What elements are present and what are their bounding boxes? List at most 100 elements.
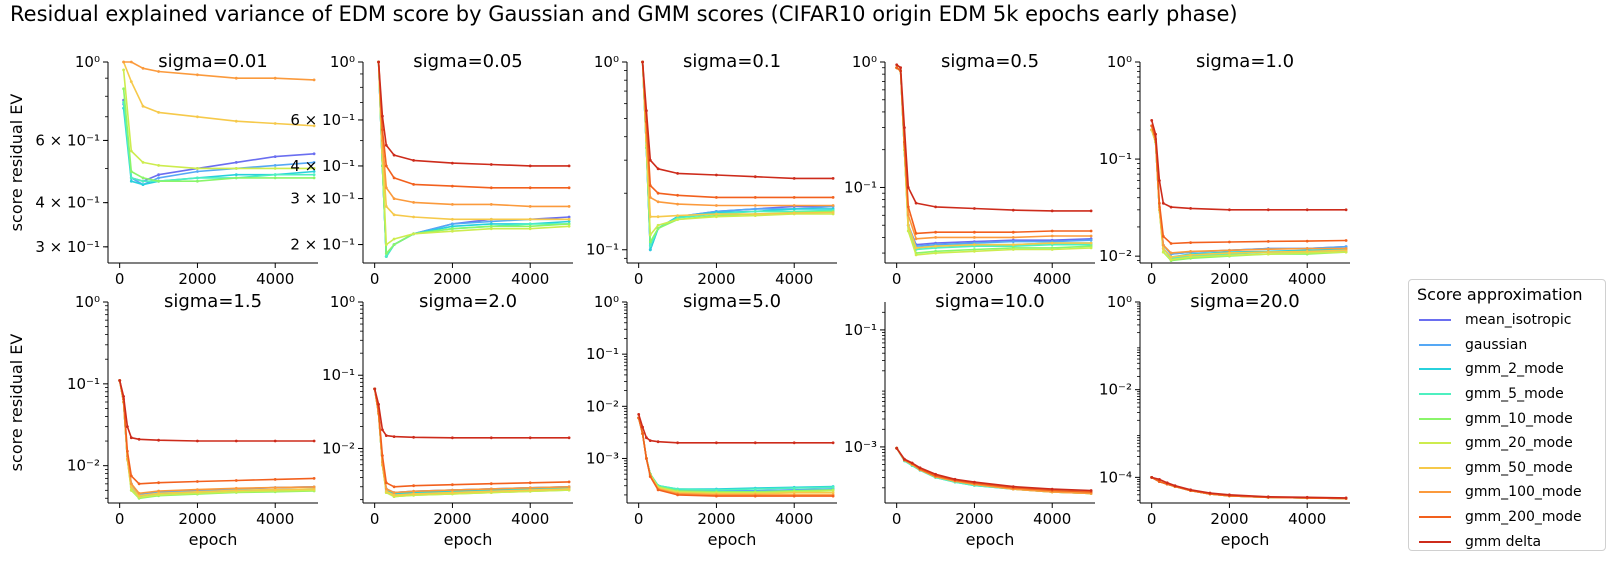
data-point [122, 395, 125, 398]
data-point [831, 491, 835, 495]
data-point [637, 413, 641, 416]
data-point [451, 436, 454, 440]
legend-item: mean_isotropic [1409, 308, 1605, 333]
legend-swatch [1419, 417, 1451, 420]
series-line [373, 388, 570, 488]
series-line [637, 417, 834, 492]
series-line [896, 67, 1092, 251]
series-line [637, 417, 834, 494]
data-point [831, 177, 835, 180]
data-point [1208, 491, 1212, 495]
data-point [129, 474, 133, 478]
data-point [528, 205, 532, 208]
data-point [641, 425, 644, 429]
data-point [489, 482, 493, 486]
data-point [451, 203, 454, 206]
y-tick-label: 10⁰ [75, 293, 100, 311]
data-point [141, 161, 145, 164]
legend-item: gmm delta [1409, 529, 1605, 554]
data-point [489, 220, 493, 223]
series-line [1150, 129, 1347, 258]
data-point [1344, 208, 1348, 212]
data-point [384, 487, 388, 491]
data-point [273, 122, 277, 125]
data-point [831, 196, 835, 199]
data-point [451, 224, 454, 228]
legend-swatch [1419, 393, 1451, 396]
data-point [567, 436, 571, 440]
data-point [1266, 250, 1270, 254]
data-point [129, 170, 133, 173]
data-point [1266, 252, 1270, 256]
data-point [676, 218, 679, 221]
x-axis-label: epoch [708, 530, 757, 549]
series-line [641, 61, 834, 180]
data-point [273, 486, 277, 489]
data-point [1089, 246, 1093, 250]
data-point [1189, 241, 1192, 245]
data-point [1189, 207, 1192, 210]
series-line [377, 61, 570, 167]
x-tick-label: 4000 [775, 510, 813, 528]
data-point [126, 425, 129, 428]
data-point [157, 176, 161, 180]
data-point [753, 441, 757, 445]
y-tick-label: 10⁻¹ [586, 241, 619, 259]
data-point [137, 482, 141, 486]
data-point [1305, 495, 1309, 499]
y-tick-label: 10⁻¹ [67, 375, 100, 393]
subplot: 0 2000 4000 10⁻¹ 10⁻³ sigma=10.0 epoch [844, 291, 1095, 549]
x-tick-label: 0 [1147, 510, 1157, 528]
data-point [792, 177, 796, 180]
series-line [122, 69, 315, 170]
data-point [312, 152, 316, 156]
y-tick-label: 10⁻¹ [1099, 150, 1132, 168]
data-point [715, 204, 718, 207]
data-point [792, 204, 796, 207]
data-point [648, 184, 652, 187]
legend-swatch [1419, 540, 1451, 543]
series-line [118, 380, 315, 495]
series-line [637, 417, 834, 490]
data-point [648, 196, 652, 199]
legend-label: gmm_50_mode [1465, 459, 1573, 476]
data-point [973, 230, 976, 234]
data-point [528, 436, 532, 440]
legend-items: mean_isotropic gaussian gmm_2_mode gmm_5_mo… [1409, 308, 1605, 554]
data-point [451, 217, 454, 221]
data-point [392, 435, 396, 438]
data-point [676, 193, 679, 197]
data-point [234, 486, 238, 490]
y-tick-label: 6 × 10⁻¹ [35, 131, 100, 149]
series-line [1150, 129, 1347, 255]
x-tick-label: 2000 [955, 510, 993, 528]
legend-title: Score approximation [1417, 285, 1583, 304]
data-point [895, 66, 899, 70]
data-point [895, 63, 899, 67]
legend-swatch [1419, 491, 1451, 494]
data-point [528, 222, 532, 226]
series-line [1150, 120, 1347, 211]
data-point [412, 484, 415, 488]
data-point [1228, 208, 1231, 212]
data-point [1161, 201, 1165, 205]
data-point [973, 207, 976, 210]
data-point [914, 253, 918, 257]
data-point [676, 202, 679, 206]
data-point [451, 227, 454, 231]
data-point [656, 440, 660, 444]
series-line [373, 388, 570, 498]
data-point [676, 441, 679, 445]
data-point [1011, 236, 1015, 239]
legend-swatch [1419, 442, 1451, 445]
data-point [1158, 480, 1161, 483]
series-line [122, 61, 315, 127]
data-point [567, 217, 571, 221]
data-point [384, 205, 388, 208]
data-point [1344, 239, 1348, 242]
data-point [528, 217, 532, 221]
series-line [637, 414, 834, 444]
y-tick-label: 10⁻³ [586, 449, 619, 467]
data-point [489, 224, 493, 228]
